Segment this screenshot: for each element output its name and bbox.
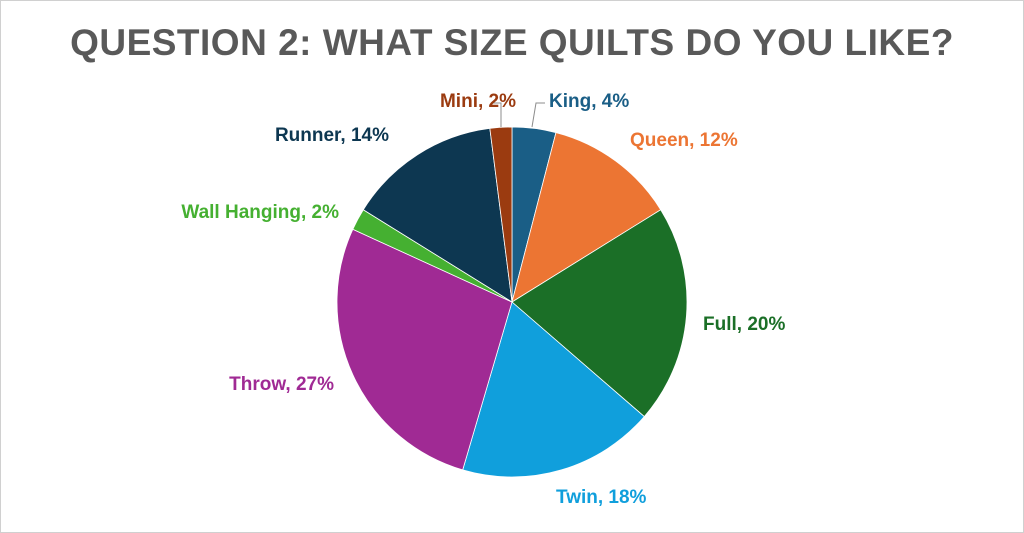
pie-slice-full (511, 209, 688, 418)
data-label-twin: Twin, 18% (556, 487, 647, 508)
chart-title: QUESTION 2: WHAT SIZE QUILTS DO YOU LIKE… (70, 22, 954, 63)
data-label-mini: Mini, 2% (440, 91, 516, 112)
leader-line-mini (492, 102, 502, 127)
data-label-king: King, 4% (549, 91, 629, 112)
data-label-wall-hanging: Wall Hanging, 2% (181, 202, 339, 223)
pie-slice-throw (336, 228, 513, 471)
pie-slice-mini (489, 126, 513, 303)
leader-line-king (531, 102, 545, 128)
data-label-queen: Queen, 12% (630, 130, 738, 151)
pie-slice-twin (462, 301, 645, 478)
data-label-full: Full, 20% (703, 314, 785, 335)
pie-slice-runner (362, 127, 513, 303)
data-label-throw: Throw, 27% (229, 374, 334, 395)
data-label-runner: Runner, 14% (275, 125, 389, 146)
pie-slice-queen (511, 132, 662, 303)
